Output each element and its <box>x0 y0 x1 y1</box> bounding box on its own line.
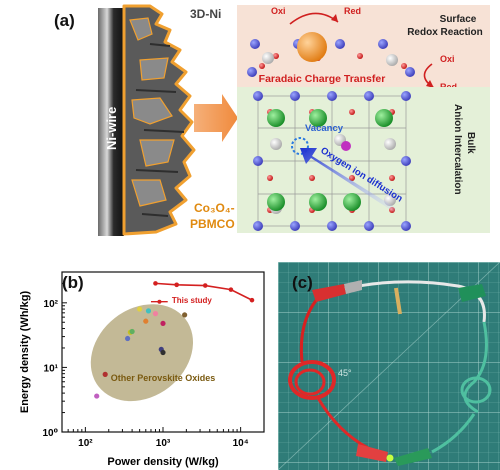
surface-region <box>237 5 490 87</box>
panel-a-label: (a) <box>54 11 75 30</box>
electrode-icon <box>394 287 402 315</box>
label-3d-ni: 3D-Ni <box>190 7 221 21</box>
this-study-label: This study <box>172 296 213 305</box>
x-tick-label: 10³ <box>156 438 171 449</box>
green-clip-top-icon <box>458 284 486 302</box>
vacancy-label: Vacancy <box>305 123 344 134</box>
bulk-title-line1: Bulk <box>465 132 476 154</box>
panel-b-label: (b) <box>62 273 84 292</box>
data-point-other <box>102 371 108 377</box>
data-point-this-study <box>228 287 234 292</box>
green-clip-bottom-icon <box>394 448 432 466</box>
data-point-this-study <box>153 281 158 286</box>
green-wire <box>463 321 488 414</box>
x-axis-label: Power density (W/kg) <box>107 456 219 468</box>
panel-b: 10² 10³ 10⁴ 10⁰ 10¹ 10² (b) This study Other … <box>0 262 275 470</box>
zoom-arrow-icon <box>194 94 238 142</box>
red-clip-top-icon <box>312 284 346 302</box>
panel-a: (a) Ni-wire 3D-Ni Co₃O₄- PBMCO Surface R… <box>54 4 490 236</box>
panel-c: 45° (c) <box>278 262 500 470</box>
panel-c-label: (c) <box>292 273 313 292</box>
surface-title-line1: Surface <box>440 14 477 25</box>
faradaic-label: Faradaic Charge Transfer <box>259 73 386 85</box>
this-study-legend-marker <box>157 299 162 304</box>
data-point-other <box>145 308 152 314</box>
y-tick-label: 10² <box>44 299 59 310</box>
bulk-title-line2: Anion Intercalation <box>452 104 463 195</box>
data-point-this-study <box>249 297 255 303</box>
scaffold-3d-ni <box>122 4 196 236</box>
others-region-ellipse <box>90 304 194 402</box>
others-label: Other Perovskite Oxides <box>111 373 216 383</box>
red-wire-top <box>299 297 320 363</box>
device-photo: 45° (c) <box>278 262 500 470</box>
data-point-other <box>152 311 159 317</box>
data-point-other <box>160 320 166 327</box>
diffusion-arrow-icon <box>300 148 396 212</box>
data-point-other <box>160 349 166 356</box>
y-tick-label: 10⁰ <box>42 428 58 439</box>
surface-title-line2: Redox Reaction <box>407 27 483 38</box>
surface-red-label: Red <box>344 6 361 16</box>
data-point-other <box>182 312 188 318</box>
led-icon <box>386 454 394 462</box>
coating-label-line1: Co₃O₄- <box>194 201 235 215</box>
data-point-this-study <box>202 283 208 288</box>
lattice-atoms <box>253 91 411 231</box>
surface-oxi-label: Oxi <box>271 6 286 16</box>
data-point-other <box>129 328 135 335</box>
side-oxi-label: Oxi <box>440 54 455 64</box>
white-wire <box>337 280 486 323</box>
mat-angle-mark: 45° <box>338 368 352 378</box>
red-clip-bottom-icon <box>356 444 388 462</box>
data-point-other <box>125 335 131 342</box>
data-point-other <box>137 306 143 312</box>
x-tick-label: 10² <box>78 438 93 449</box>
ni-wire <box>98 8 124 236</box>
data-point-other <box>143 318 149 324</box>
vacancy-site-icon <box>291 137 309 155</box>
y-axis-label: Energy density (Wh/kg) <box>19 291 31 414</box>
data-point-this-study <box>174 282 179 288</box>
coating-label-line2: PBMCO <box>190 217 235 231</box>
surface-atoms <box>247 32 415 77</box>
data-point-other <box>94 393 100 399</box>
ni-wire-label: Ni-wire <box>104 107 119 150</box>
energy-power-chart: 10² 10³ 10⁴ 10⁰ 10¹ 10² (b) This study Other … <box>19 271 265 468</box>
panel-a-figure: (a) Ni-wire 3D-Ni Co₃O₄- PBMCO Surface R… <box>54 4 490 236</box>
red-wire-coil <box>288 360 336 400</box>
y-tick-label: 10¹ <box>44 363 59 374</box>
x-tick-label: 10⁴ <box>233 438 249 449</box>
